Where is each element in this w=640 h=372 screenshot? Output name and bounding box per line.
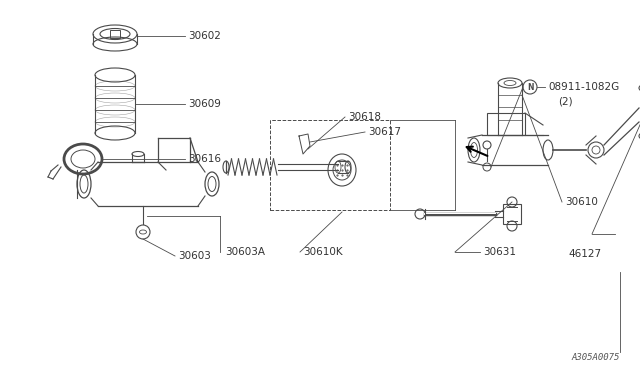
Text: A305A0075: A305A0075 xyxy=(572,353,620,362)
Text: 30631: 30631 xyxy=(483,247,516,257)
Text: 30609: 30609 xyxy=(188,99,221,109)
Text: 30603A: 30603A xyxy=(225,247,265,257)
Text: 30603: 30603 xyxy=(178,251,211,261)
Text: 30618: 30618 xyxy=(348,112,381,122)
Bar xyxy=(110,30,120,38)
Text: (2): (2) xyxy=(558,96,573,106)
Text: 30617: 30617 xyxy=(368,127,401,137)
Text: 30610K: 30610K xyxy=(303,247,342,257)
Text: 08911-1082G: 08911-1082G xyxy=(548,82,620,92)
Bar xyxy=(503,204,521,224)
Text: 30616: 30616 xyxy=(188,154,221,164)
Text: N: N xyxy=(527,83,533,92)
Bar xyxy=(270,120,390,210)
Text: 30610: 30610 xyxy=(565,197,598,207)
Text: 30602: 30602 xyxy=(188,31,221,41)
Text: 46127: 46127 xyxy=(568,249,601,259)
Bar xyxy=(487,113,525,135)
